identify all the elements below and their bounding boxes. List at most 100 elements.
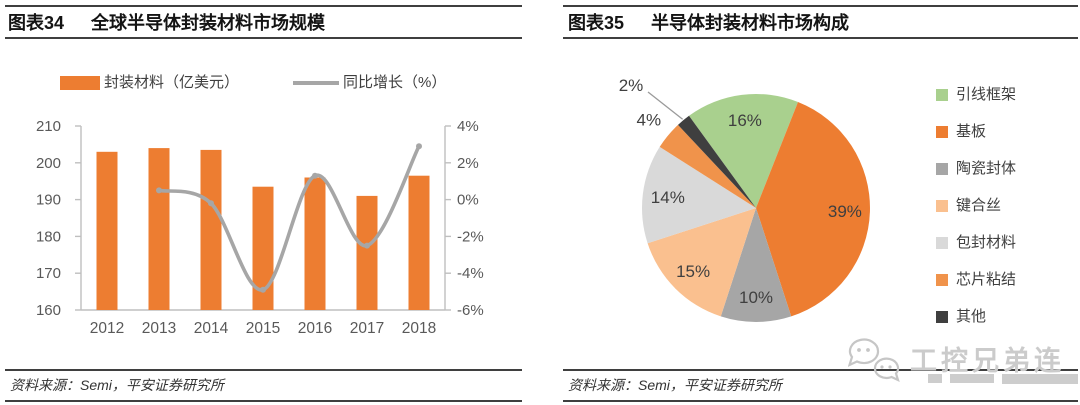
right-axis-tick-label: 4%: [457, 118, 479, 135]
pie-data-label-键合丝: 15%: [676, 262, 710, 281]
watermark-text: 工控兄弟连: [910, 346, 1065, 376]
pie-legend-item-键合丝: 键合丝: [936, 197, 1016, 215]
right-axis-tick-label: -4%: [457, 265, 484, 282]
watermark: 工控兄弟连: [848, 331, 1080, 403]
x-axis-label-2014: 2014: [194, 320, 229, 337]
pie-legend-item-陶瓷封体: 陶瓷封体: [936, 160, 1016, 178]
pie-data-label-陶瓷封体: 10%: [739, 288, 773, 307]
left-axis-tick-label: 200: [36, 155, 61, 172]
pie-data-label-其他: 2%: [619, 76, 644, 95]
figure34-title: 全球半导体封装材料市场规模: [91, 13, 326, 33]
pie-data-label-引线框架: 16%: [728, 111, 762, 130]
right-axis-tick-label: -6%: [457, 302, 484, 319]
x-axis-label-2012: 2012: [90, 320, 124, 337]
watermark-caption-fragment: [928, 374, 942, 383]
left-axis-tick-label: 190: [36, 192, 61, 209]
pie-legend-item-芯片粘结: 芯片粘结: [936, 271, 1016, 289]
pie-data-label-基板: 39%: [828, 202, 862, 221]
x-axis-label-2017: 2017: [350, 320, 384, 337]
right-axis-tick-label: 0%: [457, 192, 479, 209]
pie-slice-陶瓷封体: [720, 208, 792, 322]
left-axis-tick-label: 160: [36, 302, 61, 319]
figure34-top-rule: [5, 5, 522, 7]
axes: 160 170 180 190 200 210 -6% -4% -2% 0% 2% 4%: [36, 118, 484, 319]
pie-legend-label: 其他: [956, 308, 987, 325]
pie-labels: 16% 39% 10% 15% 14% 4% 2%: [619, 76, 862, 307]
barline-chart-legend: 封装材料（亿美元） 同比增长（%）: [0, 68, 540, 96]
pie-slice-基板: [756, 102, 870, 317]
left-axis-tick-label: 170: [36, 265, 61, 282]
growth-line-series: [156, 143, 422, 293]
bar-2017: [356, 195, 378, 310]
pie-legend-label: 键合丝: [956, 197, 1002, 214]
pie-legend-swatch: [936, 89, 948, 101]
right-axis-tick-label: 2%: [457, 155, 479, 172]
figure34-header: 图表34 全球半导体封装材料市场规模: [8, 9, 325, 35]
figure35-bottom-rule: [563, 400, 1078, 402]
pie-legend-item-引线框架: 引线框架: [936, 86, 1016, 104]
pie-slice-芯片粘结: [659, 124, 756, 208]
pie-legend-item-基板: 基板: [936, 123, 1016, 141]
figure35-header-rule: [563, 37, 1078, 39]
growth-line-point: [260, 286, 266, 293]
bar-2012: [96, 151, 118, 310]
left-axis-tick-label: 210: [36, 118, 61, 135]
pie-legend-swatch: [936, 237, 948, 249]
pie-slice-包封材料: [642, 146, 756, 244]
pie-slice-键合丝: [647, 208, 756, 317]
figure34-source-rule: [5, 369, 522, 371]
x-axis-label-2018: 2018: [402, 320, 436, 337]
pie-data-label-包封材料: 14%: [651, 188, 685, 207]
bar-2014: [200, 149, 222, 310]
figure35-top-rule: [563, 5, 1078, 7]
pie-slice-其他: [678, 115, 756, 208]
x-axis-label-2015: 2015: [246, 320, 280, 337]
pie-legend-item-包封材料: 包封材料: [936, 234, 1016, 252]
growth-line-point: [156, 187, 162, 194]
x-axis-label-2013: 2013: [142, 320, 176, 337]
bar-2015: [252, 186, 274, 310]
figure35-tag: 图表35: [568, 13, 625, 33]
bar-series-label: 封装材料（亿美元）: [104, 74, 240, 91]
left-axis-tick-label: 180: [36, 228, 61, 245]
pie-legend-label: 基板: [956, 123, 987, 140]
wechat-bubbles-icon: [848, 338, 900, 383]
pie-legend: 引线框架基板陶瓷封体键合丝包封材料芯片粘结其他: [936, 86, 1016, 326]
growth-line-point: [416, 143, 422, 150]
pie-legend-label: 陶瓷封体: [956, 160, 1017, 177]
bar-2018: [408, 175, 430, 310]
x-axis-label-2016: 2016: [298, 320, 332, 337]
growth-line-point: [208, 200, 214, 207]
pie-legend-swatch: [936, 126, 948, 138]
figure35-source-rule: [563, 369, 1078, 371]
pie-legend-label: 引线框架: [956, 86, 1017, 103]
figure34-bottom-rule: [5, 400, 522, 402]
pie-slices: [642, 93, 870, 322]
pie-legend-item-其他: 其他: [936, 308, 1016, 326]
figure35-title: 半导体封装材料市场构成: [651, 13, 850, 33]
x-axis-labels: 2012 2013 2014 2015 2016 2017 2018: [90, 320, 436, 337]
line-series-swatch: [293, 81, 339, 85]
line-series-label: 同比增长（%）: [343, 74, 447, 91]
pie-legend-label: 芯片粘结: [956, 271, 1017, 288]
pie-slice-引线框架: [689, 93, 798, 208]
growth-line-point: [312, 172, 318, 179]
figure34-header-rule: [5, 37, 522, 39]
bars-series: [96, 148, 430, 310]
growth-line-point: [364, 242, 370, 249]
watermark-caption-fragment: [950, 374, 994, 383]
bar-2016: [304, 177, 326, 310]
pie-legend-label: 包封材料: [956, 234, 1017, 251]
pie-leader-line: [647, 91, 684, 120]
pie-legend-swatch: [936, 200, 948, 212]
figure34-tag: 图表34: [8, 13, 65, 33]
source-note-left: 资料来源：Semi，平安证券研究所: [10, 377, 224, 393]
figure35-header: 图表35 半导体封装材料市场构成: [568, 9, 849, 35]
pie-data-label-芯片粘结: 4%: [637, 110, 662, 129]
right-axis-tick-label: -2%: [457, 228, 484, 245]
pie-legend-swatch: [936, 311, 948, 323]
bar-2013: [148, 148, 170, 310]
pie-chart-svg: 16% 39% 10% 15% 14% 4% 2%: [619, 76, 870, 322]
source-note-right: 资料来源：Semi，平安证券研究所: [568, 377, 782, 393]
